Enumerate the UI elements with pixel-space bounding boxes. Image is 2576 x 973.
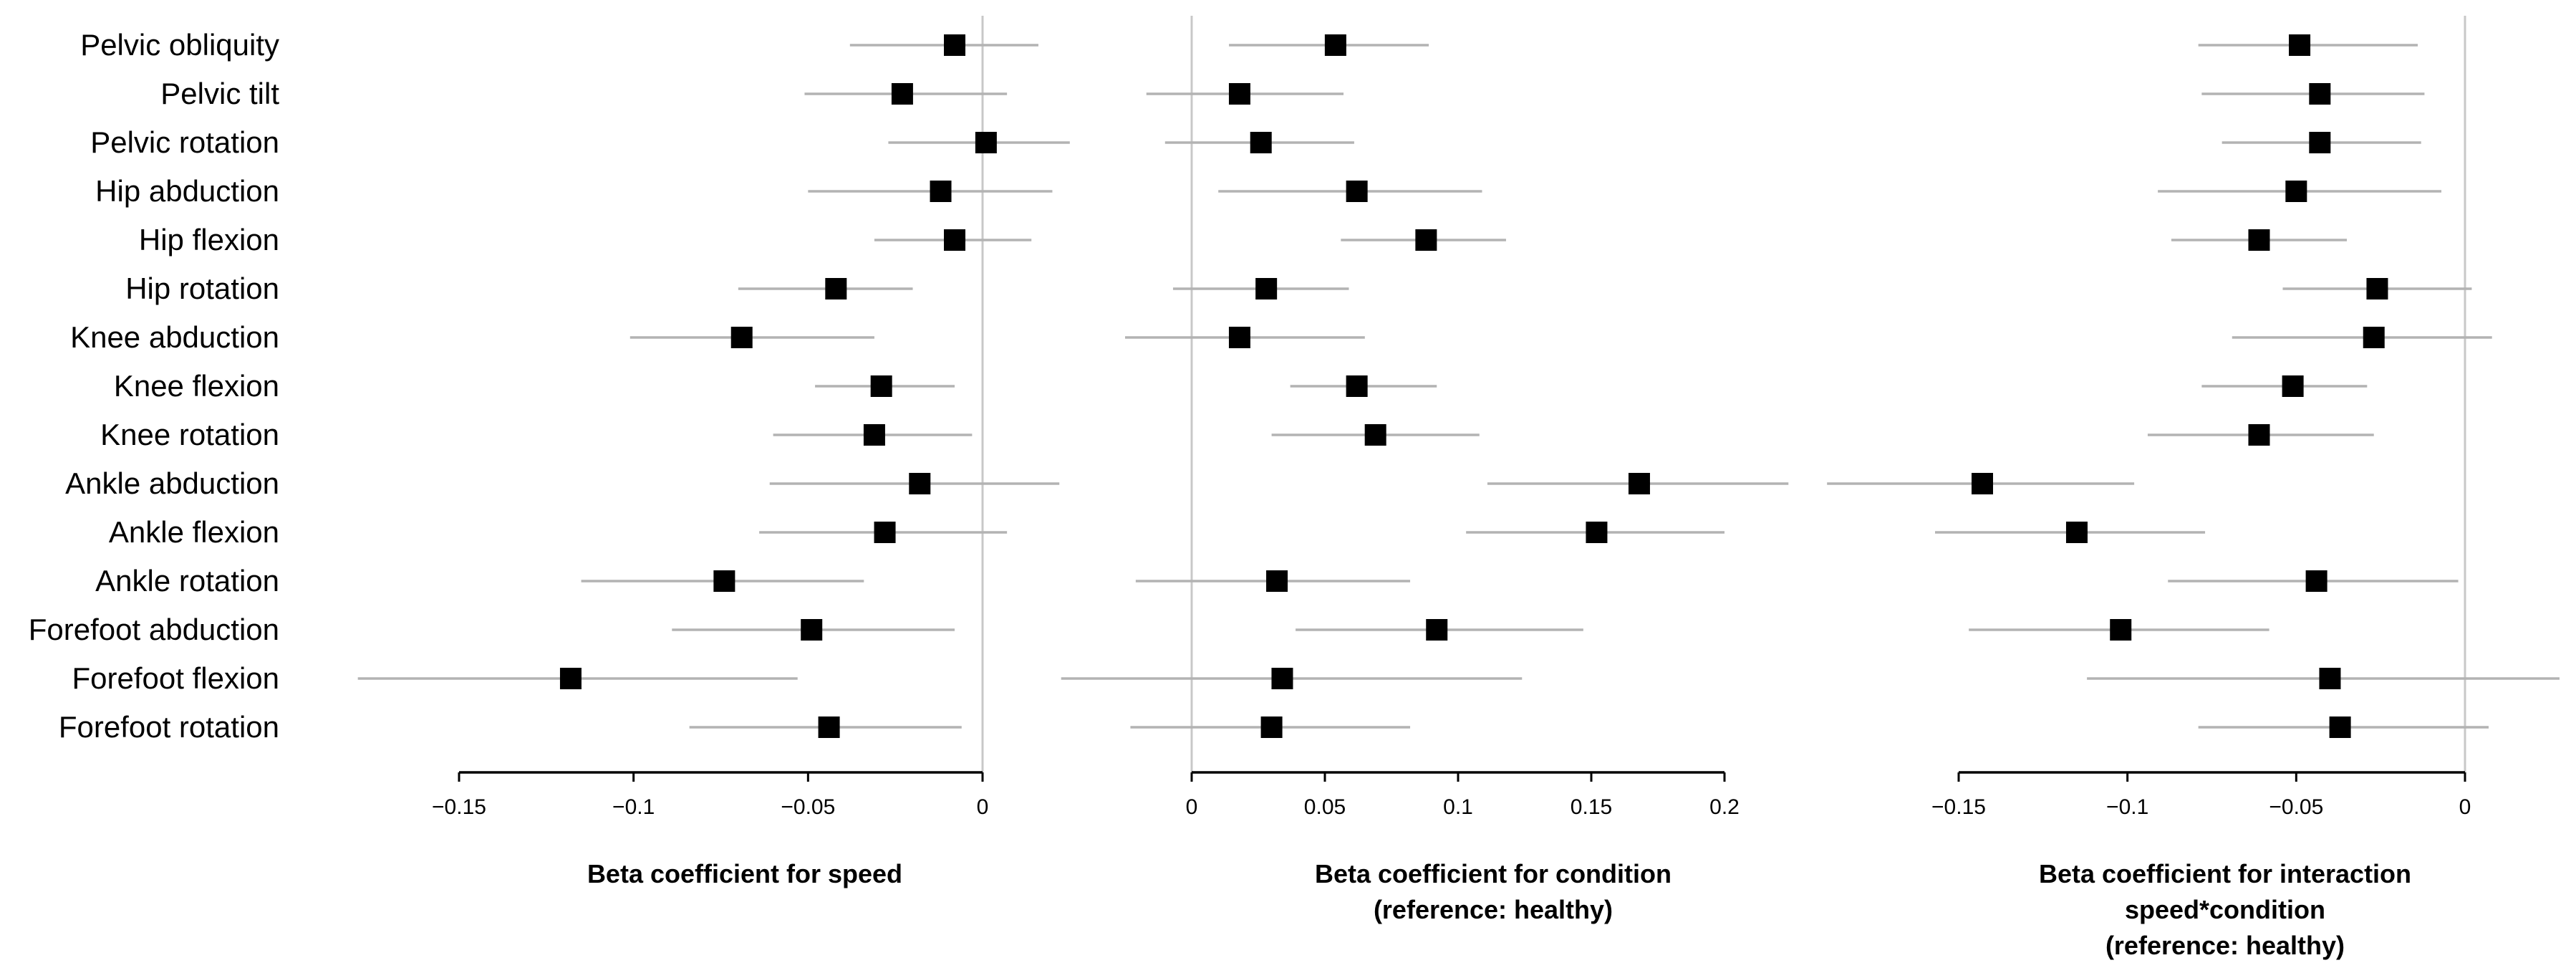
row-label: Knee flexion (114, 369, 279, 403)
row-label: Ankle rotation (95, 564, 279, 598)
estimate-marker (930, 181, 952, 202)
x-tick-label: −0.05 (2269, 795, 2323, 819)
estimate-marker (2248, 229, 2270, 251)
row-label: Pelvic rotation (90, 125, 279, 159)
estimate-marker (863, 424, 885, 446)
x-tick-label: 0.1 (1443, 795, 1473, 819)
x-tick-label: −0.15 (1931, 795, 1986, 819)
x-tick-label: 0.15 (1571, 795, 1612, 819)
estimate-marker (1628, 473, 1650, 494)
estimate-marker (1346, 181, 1368, 202)
estimate-marker (825, 278, 847, 299)
row-label: Knee abduction (70, 320, 279, 354)
row-label: Pelvic tilt (160, 77, 279, 110)
x-tick-label: −0.1 (612, 795, 655, 819)
estimate-marker (559, 668, 582, 689)
estimate-marker (2065, 522, 2088, 543)
axis-title: Beta coefficient for speed (587, 859, 902, 888)
estimate-marker (1971, 473, 1993, 494)
x-tick-label: 0 (2459, 795, 2471, 819)
row-label: Ankle abduction (65, 466, 279, 500)
estimate-marker (2282, 375, 2304, 397)
x-tick-label: 0.2 (1709, 795, 1740, 819)
estimate-marker (1364, 424, 1386, 446)
row-label: Ankle flexion (109, 515, 279, 549)
row-label: Hip flexion (139, 223, 279, 257)
estimate-marker (1415, 229, 1437, 251)
estimate-marker (2363, 327, 2385, 348)
estimate-marker (1324, 34, 1346, 56)
estimate-marker (1271, 668, 1293, 689)
estimate-marker (1228, 327, 1250, 348)
estimate-marker (870, 375, 892, 397)
row-label: Pelvic obliquity (80, 28, 279, 62)
estimate-marker (944, 34, 966, 56)
estimate-marker (1266, 570, 1288, 592)
estimate-marker (1346, 375, 1368, 397)
row-label: Forefoot abduction (29, 613, 279, 646)
estimate-marker (1426, 619, 1448, 641)
estimate-marker (801, 619, 823, 641)
estimate-marker (1255, 278, 1278, 299)
estimate-marker (713, 570, 735, 592)
estimate-marker (2285, 181, 2307, 202)
estimate-marker (1260, 716, 1283, 738)
estimate-marker (2309, 83, 2331, 105)
estimate-marker (1228, 83, 1250, 105)
x-tick-label: −0.1 (2106, 795, 2148, 819)
estimate-marker (2289, 34, 2311, 56)
axis-title: Beta coefficient for condition (1315, 859, 1671, 888)
estimate-marker (1586, 522, 1608, 543)
estimate-marker (2366, 278, 2388, 299)
estimate-marker (730, 327, 753, 348)
estimate-marker (944, 229, 966, 251)
estimate-marker (2110, 619, 2132, 641)
row-label: Hip abduction (95, 174, 279, 208)
row-label: Knee rotation (100, 418, 279, 451)
x-tick-label: 0.05 (1304, 795, 1346, 819)
estimate-marker (818, 716, 840, 738)
estimate-marker (975, 132, 997, 153)
axis-title: Beta coefficient for interaction (2039, 859, 2411, 888)
x-tick-label: −0.15 (432, 795, 486, 819)
estimate-marker (2248, 424, 2270, 446)
axis-title: speed*condition (2125, 895, 2325, 924)
estimate-marker (874, 522, 896, 543)
estimate-marker (2329, 716, 2351, 738)
estimate-marker (2319, 668, 2341, 689)
x-tick-label: 0 (977, 795, 989, 819)
estimate-marker (891, 83, 913, 105)
row-label: Forefoot flexion (72, 661, 280, 695)
estimate-marker (909, 473, 931, 494)
row-label: Hip rotation (125, 272, 279, 305)
estimate-marker (1250, 132, 1272, 153)
x-tick-label: 0 (1186, 795, 1198, 819)
axis-title: (reference: healthy) (1374, 895, 1613, 924)
row-label: Forefoot rotation (59, 710, 279, 744)
estimate-marker (2305, 570, 2327, 592)
axis-title: (reference: healthy) (2105, 931, 2345, 960)
estimate-marker (2309, 132, 2331, 153)
x-tick-label: −0.05 (781, 795, 835, 819)
